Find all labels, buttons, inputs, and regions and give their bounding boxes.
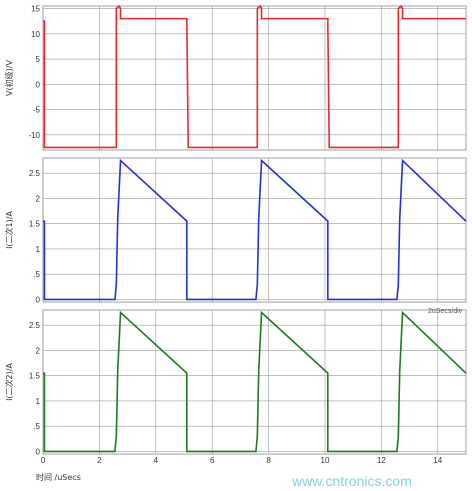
y-tick-label: .5 [33,270,40,279]
x-tick-label: 8 [266,456,271,465]
y-tick-label: 0 [36,447,41,456]
x-tick-label: 10 [321,456,330,465]
series-line-1 [43,4,466,149]
y-tick-label: 15 [31,5,40,14]
x-tick-label: 14 [433,456,442,465]
chart-panel-3: 0 .5 1 1.5 2 2.5 I(二次2)/A 0 2 4 6 8 10 12 14 时间 /uSecs [4,309,467,482]
time-per-division-note: 2uSecs/div [428,308,463,315]
y-tick-label: 2 [36,194,41,203]
series-line-1 [43,310,467,453]
chart-panels: -10-5051015V(初级)/V0.511.522.5I(二次1)/A0.5… [4,4,467,482]
chart-panel-2: 0 .5 1 1.5 2 2.5 I(二次1)/A [4,157,467,304]
y-tick-label: 0 [36,295,41,304]
y-tick-label: 10 [31,30,40,39]
y-axis-label: I(二次2)/A [4,363,14,401]
y-tick-label: 1 [36,245,41,254]
plot-frame [42,157,467,303]
y-tick-label: 2 [36,346,41,355]
y-tick-label: 0 [36,80,41,89]
y-axis-label: I(二次1)/A [4,211,14,249]
plot-frame [42,5,467,151]
y-axis-label: V(初级)/V [4,60,14,96]
plot-frame [42,309,467,455]
x-tick-label: 2 [97,456,102,465]
y-tick-label: -5 [33,106,41,115]
y-tick-label: 1.5 [29,220,41,229]
chart-panel-1: -10 -5 0 5 10 15 V(初级)/V [4,4,467,151]
x-tick-label: 12 [377,456,386,465]
x-tick-label: 0 [41,456,46,465]
x-tick-label: 6 [210,456,215,465]
y-tick-label: 1.5 [29,372,41,381]
x-axis-label: 时间 /uSecs [36,472,81,482]
x-tick-label: 4 [154,456,159,465]
y-tick-label: .5 [33,422,40,431]
y-tick-label: 5 [36,55,41,64]
watermark-text: www.cntronics.com [291,473,412,489]
y-tick-label: 1 [36,397,41,406]
y-tick-label: -10 [28,131,40,140]
y-tick-label: 2.5 [29,321,41,330]
series-line-1 [43,158,467,301]
y-tick-label: 2.5 [29,169,41,178]
